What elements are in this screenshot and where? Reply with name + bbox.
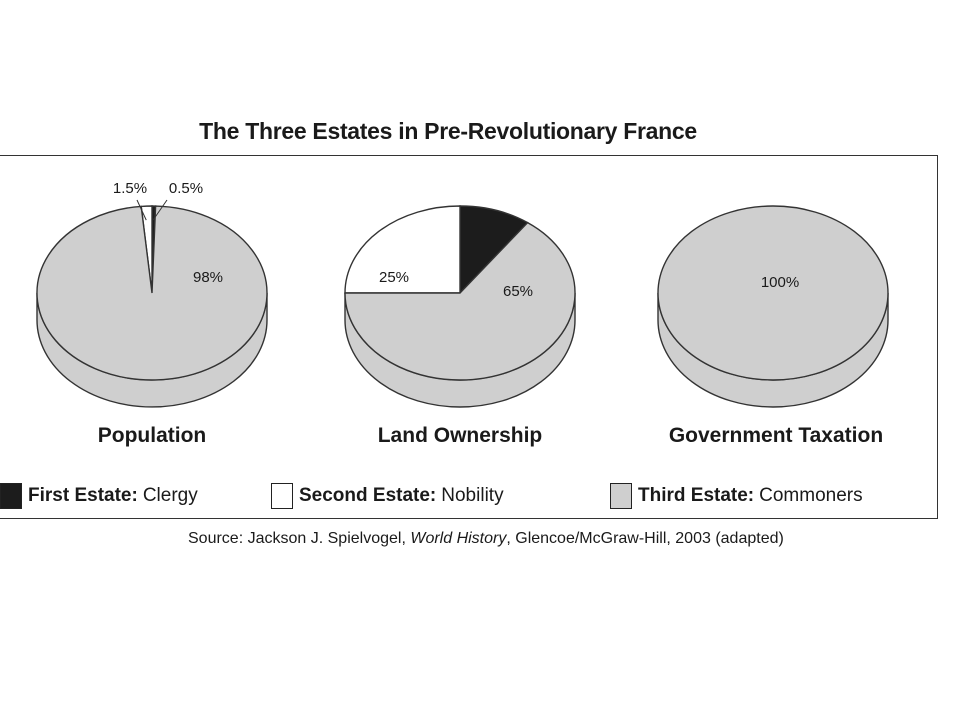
slice-label-third: 98% (193, 269, 223, 286)
pie-slice-third (344, 221, 576, 381)
legend-name-first: First Estate: (28, 485, 138, 506)
pie-land-ownership: 10% 25% 65% (344, 205, 576, 408)
pie-label-land-ownership: Land Ownership (378, 424, 543, 447)
pie-slice-second (344, 205, 461, 294)
chart-frame (0, 155, 938, 519)
slice-label-third: 100% (761, 274, 799, 291)
legend-swatch-first (0, 483, 22, 509)
legend-desc-second: Nobility (441, 485, 504, 506)
pie-population: 0.5% 1.5% 98% (36, 180, 268, 408)
pie-label-government-taxation: Government Taxation (669, 424, 883, 447)
slice-label-second: 25% (379, 269, 409, 286)
source-work: World History (410, 530, 507, 547)
legend-swatch-third (610, 483, 632, 509)
legend-item-third-estate: Third Estate: Commoners (610, 482, 863, 510)
legend-swatch-second (271, 483, 293, 509)
pie-slice-first (459, 205, 529, 295)
pie-label-population: Population (98, 424, 207, 447)
legend-name-third: Third Estate: (638, 485, 755, 506)
legend-desc-first: Clergy (142, 485, 198, 506)
pie-slice-third (36, 205, 268, 381)
slice-label-third: 65% (503, 283, 533, 300)
legend-desc-third: Commoners (759, 485, 863, 506)
source-prefix: Source: Jackson J. Spielvogel, (188, 530, 411, 547)
source-suffix: , Glencoe/McGraw-Hill, 2003 (adapted) (506, 530, 784, 547)
slice-label-first: 0.5% (169, 180, 203, 197)
legend-item-first-estate: First Estate: Clergy (0, 482, 198, 510)
slice-label-first: 10% (422, 223, 452, 240)
callout-line-first (152, 199, 168, 221)
pie-slice-third (657, 205, 889, 381)
legend-name-second: Second Estate: (299, 485, 437, 506)
source-citation: Source: Jackson J. Spielvogel, World His… (188, 530, 784, 548)
legend-item-second-estate: Second Estate: Nobility (271, 482, 504, 510)
pie-government-taxation: 100% (657, 205, 889, 408)
callout-line-second (136, 199, 147, 221)
slice-label-second: 1.5% (113, 180, 147, 197)
chart-title: The Three Estates in Pre-Revolutionary F… (199, 118, 697, 144)
